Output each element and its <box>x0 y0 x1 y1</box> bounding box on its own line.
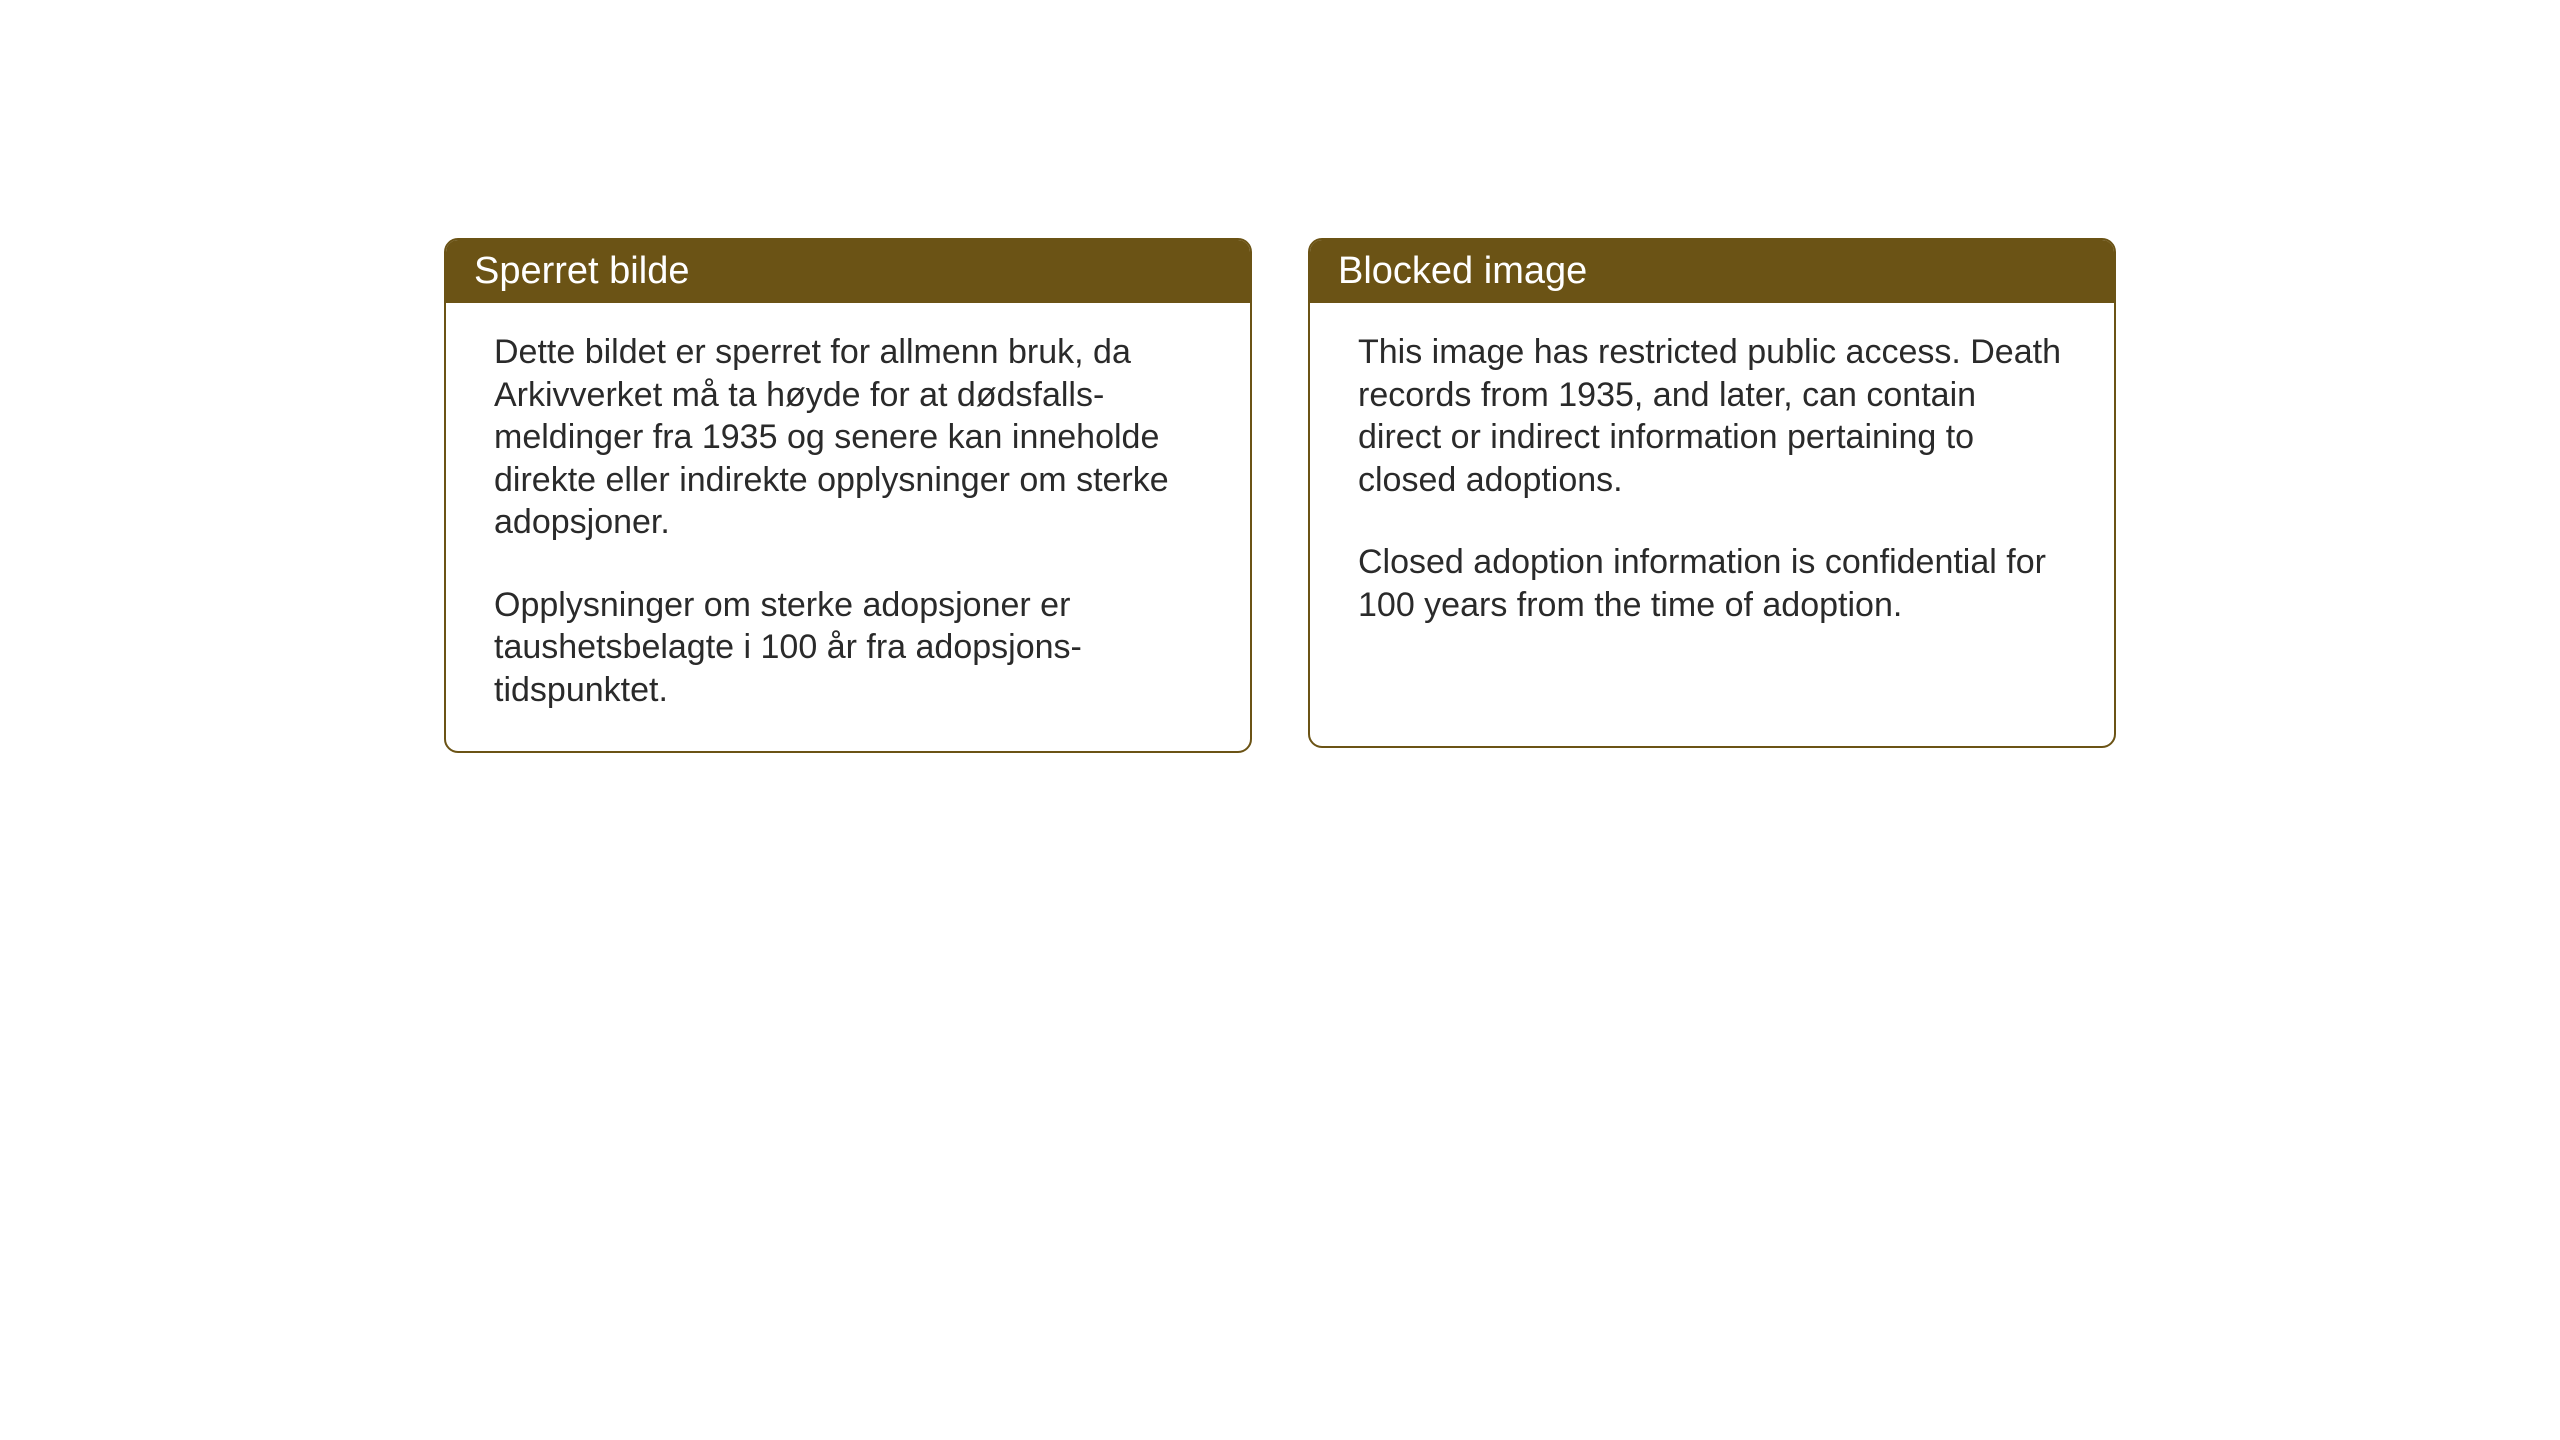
notice-card-norwegian: Sperret bilde Dette bildet er sperret fo… <box>444 238 1252 753</box>
notice-body-english: This image has restricted public access.… <box>1310 303 2114 666</box>
notice-card-english: Blocked image This image has restricted … <box>1308 238 2116 748</box>
notice-header-english: Blocked image <box>1310 240 2114 303</box>
notice-header-norwegian: Sperret bilde <box>446 240 1250 303</box>
notice-paragraph-1-english: This image has restricted public access.… <box>1358 331 2066 501</box>
notice-title-norwegian: Sperret bilde <box>474 250 689 292</box>
notice-container: Sperret bilde Dette bildet er sperret fo… <box>444 238 2116 753</box>
notice-paragraph-1-norwegian: Dette bildet er sperret for allmenn bruk… <box>494 331 1202 544</box>
notice-body-norwegian: Dette bildet er sperret for allmenn bruk… <box>446 303 1250 751</box>
notice-paragraph-2-norwegian: Opplysninger om sterke adopsjoner er tau… <box>494 584 1202 712</box>
notice-paragraph-2-english: Closed adoption information is confident… <box>1358 541 2066 626</box>
notice-title-english: Blocked image <box>1338 250 1587 292</box>
